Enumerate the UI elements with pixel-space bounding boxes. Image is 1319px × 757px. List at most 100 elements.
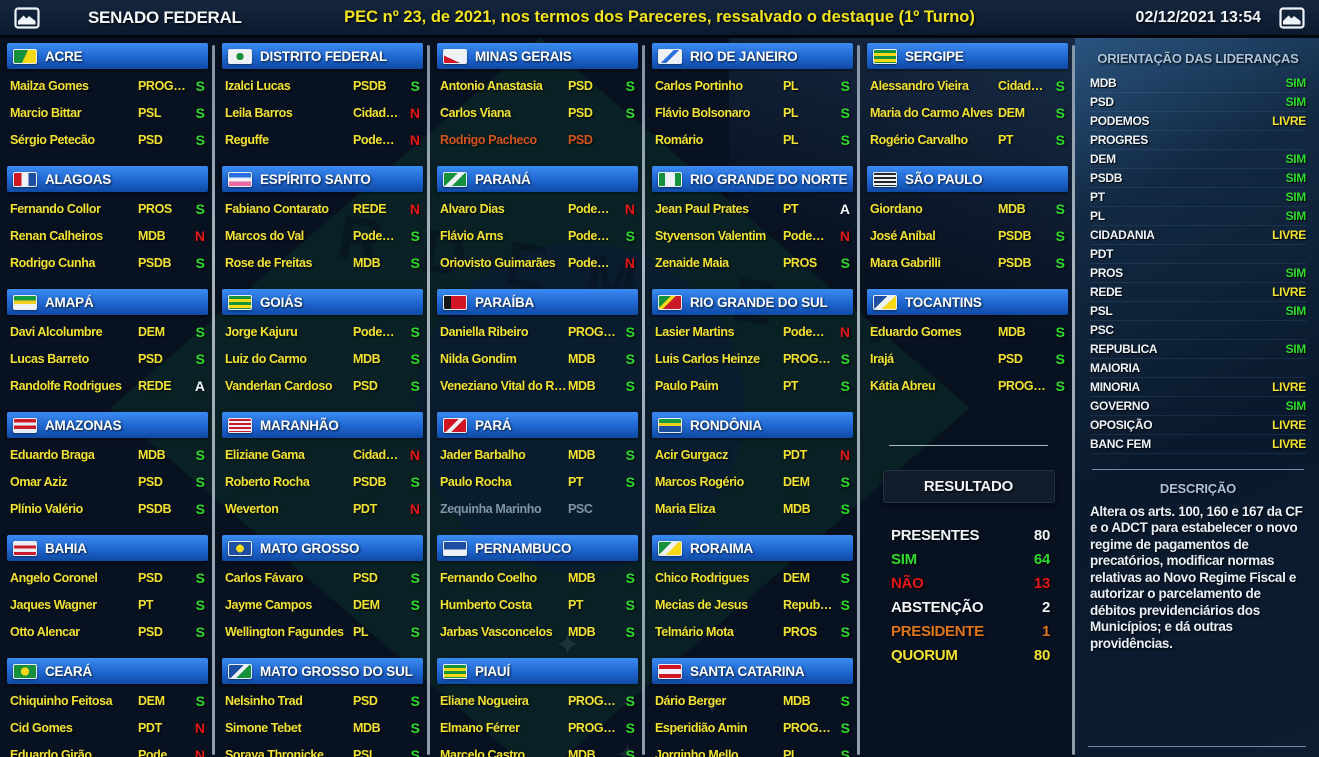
senator-row: Wellington Fagundes PL S (222, 618, 423, 645)
result-label: ABSTENÇÃO (891, 598, 984, 616)
state-panel: AMAPÁ Davi Alcolumbre DEM S Lucas Barret… (7, 289, 208, 399)
screen-icon (1279, 6, 1305, 29)
state-name: MATO GROSSO (260, 540, 360, 556)
orientation-party: REPUBLICA (1090, 342, 1158, 356)
senator-row: Eliane Nogueira PROGRES S (437, 687, 638, 714)
state-name: ESPÍRITO SANTO (260, 171, 371, 187)
senator-row: Plínio Valério PSDB S (7, 495, 208, 522)
orientation-value: SIM (1285, 95, 1307, 109)
senator-row: Alessandro Vieira Cidadania S (867, 72, 1068, 99)
state-name: AMAPÁ (45, 294, 94, 310)
senator-vote: S (625, 104, 635, 121)
senator-vote: S (625, 596, 635, 613)
senator-list: Angelo Coronel PSD S Jaques Wagner PT S … (7, 564, 208, 645)
sidebar: ORIENTAÇÃO DAS LIDERANÇAS MDB SIM PSD SI… (1075, 38, 1319, 757)
senator-party: PSL (138, 105, 162, 120)
senator-vote: S (1055, 350, 1065, 367)
state-panel: MINAS GERAIS Antonio Anastasia PSD S Car… (437, 43, 638, 153)
orientation-party: MAIORIA (1090, 361, 1140, 375)
senator-name: Davi Alcolumbre (10, 324, 103, 339)
senator-party: DEM (998, 105, 1025, 120)
senator-name: Oriovisto Guimarães (440, 255, 556, 270)
senator-list: Davi Alcolumbre DEM S Lucas Barreto PSD … (7, 318, 208, 399)
state-name: PARANÁ (475, 171, 531, 187)
senator-name: Angelo Coronel (10, 570, 98, 585)
senator-name: Paulo Rocha (440, 474, 512, 489)
senator-party: PSDB (353, 78, 387, 93)
orientation-row: PT SIM (1090, 188, 1306, 207)
result-row: QUORUM 80 (891, 643, 1050, 667)
state-panel: PARAÍBA Daniella Ribeiro PROGRES S Nilda… (437, 289, 638, 399)
orientation-party: PSD (1090, 95, 1114, 109)
senator-row: Mara Gabrilli PSDB S (867, 249, 1068, 276)
state-header: PARAÍBA (437, 289, 638, 315)
state-flag-icon (443, 663, 467, 679)
senator-name: Rodrigo Cunha (10, 255, 96, 270)
senator-row: Jorge Kajuru Podemos S (222, 318, 423, 345)
state-flag-icon (443, 540, 467, 556)
senator-vote: N (409, 104, 420, 121)
senator-name: Zequinha Marinho (440, 501, 542, 516)
senator-vote: S (410, 323, 420, 340)
orientation-party: PSC (1090, 323, 1114, 337)
state-flag-icon (13, 417, 37, 433)
state-panel: RIO DE JANEIRO Carlos Portinho PL S Fláv… (652, 43, 853, 153)
state-name: RIO DE JANEIRO (690, 48, 798, 64)
senator-name: Fernando Collor (10, 201, 101, 216)
senator-party: MDB (138, 447, 166, 462)
result-value: 1 (1041, 622, 1050, 640)
senator-list: Eliziane Gama Cidadania N Roberto Rocha … (222, 441, 423, 522)
resultado-panel: RESULTADO PRESENTES 80 SIM 64 NÃO 13 ABS… (867, 445, 1068, 667)
senator-name: Marcelo Castro (440, 747, 525, 757)
state-flag-icon (873, 171, 897, 187)
state-name: ACRE (45, 48, 83, 64)
senator-name: Chico Rodrigues (655, 570, 750, 585)
senator-party: MDB (568, 624, 596, 639)
senator-party: MDB (568, 747, 596, 757)
senator-vote: S (840, 596, 850, 613)
senator-vote: N (194, 227, 205, 244)
orientation-row: REDE LIVRE (1090, 283, 1306, 302)
senator-row: Acir Gurgacz PDT N (652, 441, 853, 468)
senator-row: Cid Gomes PDT N (7, 714, 208, 741)
senator-party: Cidadania (353, 447, 404, 462)
senator-party: PROS (783, 255, 817, 270)
state-name: MARANHÃO (260, 417, 339, 433)
senator-row: Romário PL S (652, 126, 853, 153)
state-panel: MATO GROSSO DO SUL Nelsinho Trad PSD S S… (222, 658, 423, 757)
datetime: 02/12/2021 13:54 (1135, 8, 1261, 26)
state-flag-icon (873, 294, 897, 310)
state-name: PARAÍBA (475, 294, 535, 310)
senator-vote: N (624, 200, 635, 217)
senator-row: Chico Rodrigues DEM S (652, 564, 853, 591)
senator-name: Carlos Fávaro (225, 570, 304, 585)
senator-row: Esperidião Amin PROGRES S (652, 714, 853, 741)
senator-vote: A (839, 200, 850, 217)
senator-name: Luiz do Carmo (225, 351, 307, 366)
orientation-row: PROGRES (1090, 131, 1306, 150)
state-header: RIO DE JANEIRO (652, 43, 853, 69)
state-name: RIO GRANDE DO SUL (690, 294, 828, 310)
orientation-value: SIM (1285, 152, 1307, 166)
senator-vote: N (409, 131, 420, 148)
senator-vote: S (1055, 227, 1065, 244)
senator-name: Renan Calheiros (10, 228, 103, 243)
senator-party: PROGRES (783, 720, 834, 735)
senator-name: Styvenson Valentim (655, 228, 766, 243)
senator-name: Esperidião Amin (655, 720, 748, 735)
orientation-row: PL SIM (1090, 207, 1306, 226)
senator-name: Alvaro Dias (440, 201, 505, 216)
state-panel: SÃO PAULO Giordano MDB S José Aníbal PSD… (867, 166, 1068, 276)
orientation-value: LIVRE (1272, 437, 1306, 451)
senator-party: MDB (138, 228, 166, 243)
state-flag-icon (658, 663, 682, 679)
senator-row: Rodrigo Cunha PSDB S (7, 249, 208, 276)
senator-name: Eliziane Gama (225, 447, 305, 462)
senator-name: Luis Carlos Heinze (655, 351, 760, 366)
state-name: MATO GROSSO DO SUL (260, 663, 413, 679)
senator-name: Izalci Lucas (225, 78, 291, 93)
senator-row: Mailza Gomes PROGRES S (7, 72, 208, 99)
state-column: DISTRITO FEDERAL Izalci Lucas PSDB S Lei… (215, 43, 427, 757)
senator-vote: S (1055, 131, 1065, 148)
senator-party: Podemos (568, 228, 619, 243)
